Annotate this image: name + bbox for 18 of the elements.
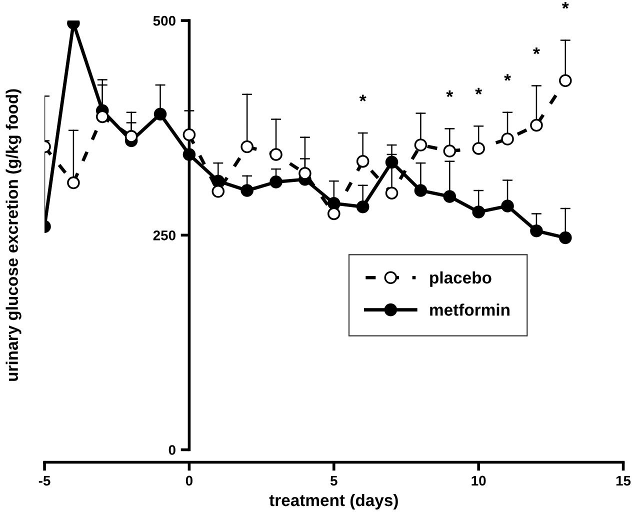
x-tick-label: 10 [472,476,486,486]
y-tick-label: 250 [153,230,176,240]
y-tick-label: 500 [153,16,176,26]
y-tick-label: 0 [168,445,176,455]
annotation: * [504,74,512,81]
annotation: * [533,47,540,54]
x-tick-label: 15 [616,476,631,486]
x-tick-label: 5 [330,476,338,486]
annotation: * [446,90,454,98]
annotation: * [475,88,482,95]
x-tick-label: 0 [186,476,193,486]
x-tick-label: -5 [38,476,50,486]
annotation: * [562,2,569,9]
y-axis-title: urinary glucose excretion (g/kg food) [6,89,22,381]
x-axis-title: treatment (days) [269,494,398,510]
legend-label: metformin [430,304,510,316]
annotation: * [359,94,366,102]
legend-label: placebo [430,271,492,287]
